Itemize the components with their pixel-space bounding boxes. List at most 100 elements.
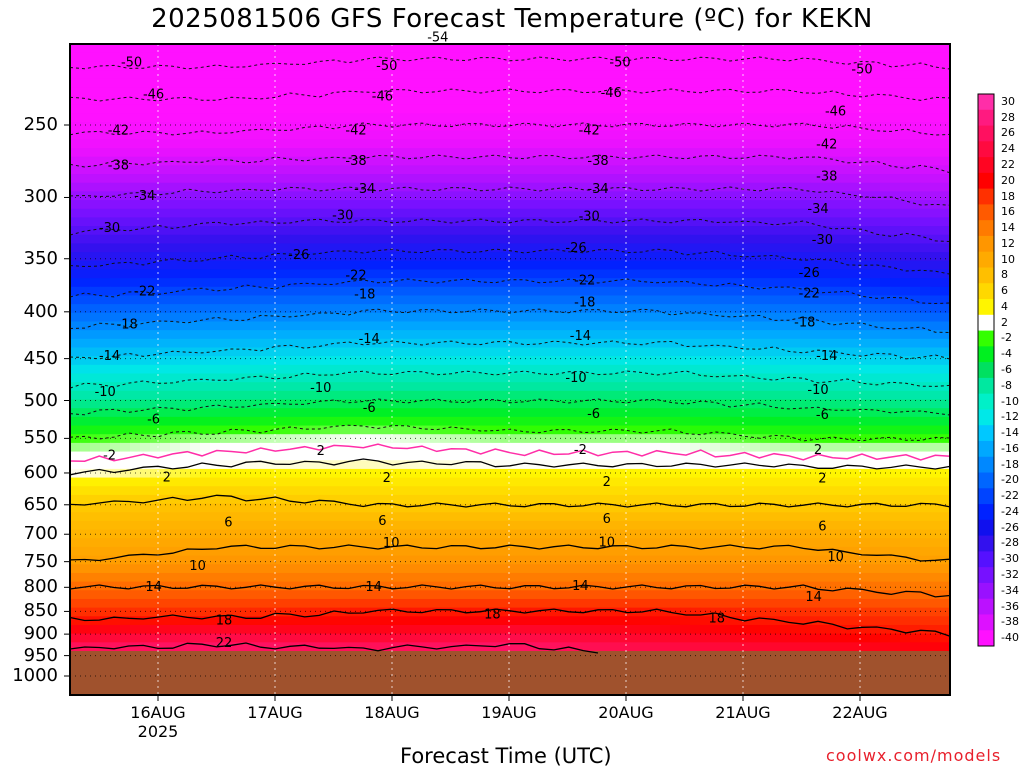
temperature-cell bbox=[480, 130, 491, 140]
temperature-cell bbox=[270, 390, 281, 401]
temperature-cell bbox=[870, 130, 881, 140]
temperature-cell bbox=[500, 156, 511, 166]
temperature-cell bbox=[240, 520, 251, 531]
temperature-cell bbox=[340, 494, 351, 505]
temperature-cell bbox=[110, 416, 121, 427]
temperature-cell bbox=[920, 442, 931, 453]
temperature-cell bbox=[350, 44, 361, 54]
temperature-cell bbox=[780, 347, 791, 357]
temperature-cell bbox=[230, 330, 241, 340]
temperature-cell bbox=[560, 312, 571, 323]
temperature-cell bbox=[870, 486, 881, 496]
temperature-cell bbox=[700, 156, 711, 166]
temperature-cell bbox=[810, 503, 821, 513]
temperature-cell bbox=[460, 200, 471, 210]
temperature-cell bbox=[600, 87, 611, 97]
temperature-cell bbox=[600, 104, 611, 114]
temperature-cell bbox=[370, 477, 381, 487]
temperature-cell bbox=[710, 130, 721, 140]
temperature-cell bbox=[80, 252, 91, 262]
temperature-cell bbox=[610, 468, 621, 479]
temperature-cell bbox=[640, 130, 651, 140]
temperature-cell bbox=[600, 486, 611, 496]
temperature-cell bbox=[640, 494, 651, 505]
temperature-cell bbox=[360, 226, 371, 236]
temperature-cell bbox=[170, 148, 181, 158]
temperature-cell bbox=[110, 312, 121, 323]
temperature-cell bbox=[320, 61, 331, 71]
temperature-cell bbox=[870, 382, 881, 392]
temperature-cell bbox=[70, 451, 81, 461]
temperature-cell bbox=[380, 156, 391, 166]
temperature-cell bbox=[110, 494, 121, 505]
temperature-cell bbox=[770, 78, 781, 88]
temperature-cell bbox=[380, 165, 391, 175]
temperature-cell bbox=[840, 338, 851, 349]
temperature-cell bbox=[570, 260, 581, 271]
temperature-cell bbox=[520, 156, 531, 166]
temperature-cell bbox=[110, 174, 121, 184]
temperature-cell bbox=[860, 399, 871, 409]
temperature-cell bbox=[880, 442, 891, 453]
temperature-cell bbox=[710, 44, 721, 54]
temperature-cell bbox=[860, 425, 871, 435]
temperature-cell bbox=[150, 260, 161, 271]
temperature-cell bbox=[90, 286, 101, 297]
temperature-cell bbox=[570, 416, 581, 427]
temperature-cell bbox=[770, 312, 781, 323]
temperature-cell bbox=[610, 494, 621, 505]
temperature-cell bbox=[740, 330, 751, 340]
temperature-cell bbox=[180, 330, 191, 340]
temperature-cell bbox=[120, 364, 131, 375]
temperature-cell bbox=[910, 61, 921, 71]
temperature-cell bbox=[940, 373, 951, 383]
temperature-cell bbox=[190, 87, 201, 97]
temperature-cell bbox=[550, 78, 561, 88]
temperature-cell bbox=[360, 252, 371, 262]
temperature-cell bbox=[520, 503, 531, 513]
temperature-cell bbox=[290, 520, 301, 531]
temperature-cell bbox=[750, 416, 761, 427]
temperature-cell bbox=[460, 503, 471, 513]
temperature-cell bbox=[70, 260, 81, 271]
temperature-cell bbox=[380, 312, 391, 323]
temperature-cell bbox=[880, 364, 891, 375]
temperature-cell bbox=[740, 130, 751, 140]
temperature-cell bbox=[70, 122, 81, 132]
temperature-cell bbox=[890, 269, 901, 279]
temperature-cell bbox=[740, 503, 751, 513]
temperature-cell bbox=[910, 52, 921, 62]
temperature-cell bbox=[780, 390, 791, 401]
temperature-cell bbox=[490, 217, 501, 227]
temperature-cell bbox=[560, 139, 571, 149]
temperature-cell bbox=[480, 165, 491, 175]
temperature-cell bbox=[620, 373, 631, 383]
temperature-cell bbox=[840, 330, 851, 340]
temperature-cell bbox=[470, 286, 481, 297]
temperature-cell bbox=[820, 78, 831, 88]
temperature-cell bbox=[520, 338, 531, 349]
temperature-cell bbox=[390, 304, 401, 314]
temperature-cell bbox=[140, 191, 151, 201]
temperature-cell bbox=[810, 44, 821, 54]
temperature-cell bbox=[770, 260, 781, 271]
temperature-cell bbox=[780, 156, 791, 166]
temperature-cell bbox=[560, 113, 571, 123]
temperature-cell bbox=[350, 356, 361, 366]
temperature-cell bbox=[170, 278, 181, 288]
temperature-cell bbox=[200, 174, 211, 184]
temperature-cell bbox=[590, 200, 601, 210]
temperature-cell bbox=[370, 295, 381, 305]
temperature-cell bbox=[530, 494, 541, 505]
temperature-cell bbox=[350, 122, 361, 132]
temperature-cell bbox=[310, 512, 321, 522]
temperature-cell bbox=[680, 252, 691, 262]
temperature-cell bbox=[210, 304, 221, 314]
temperature-cell bbox=[530, 165, 541, 175]
temperature-cell bbox=[700, 468, 711, 479]
temperature-cell bbox=[630, 130, 641, 140]
temperature-cell bbox=[920, 191, 931, 201]
temperature-cell bbox=[300, 243, 311, 253]
temperature-cell bbox=[590, 486, 601, 496]
temperature-cell bbox=[130, 460, 141, 470]
